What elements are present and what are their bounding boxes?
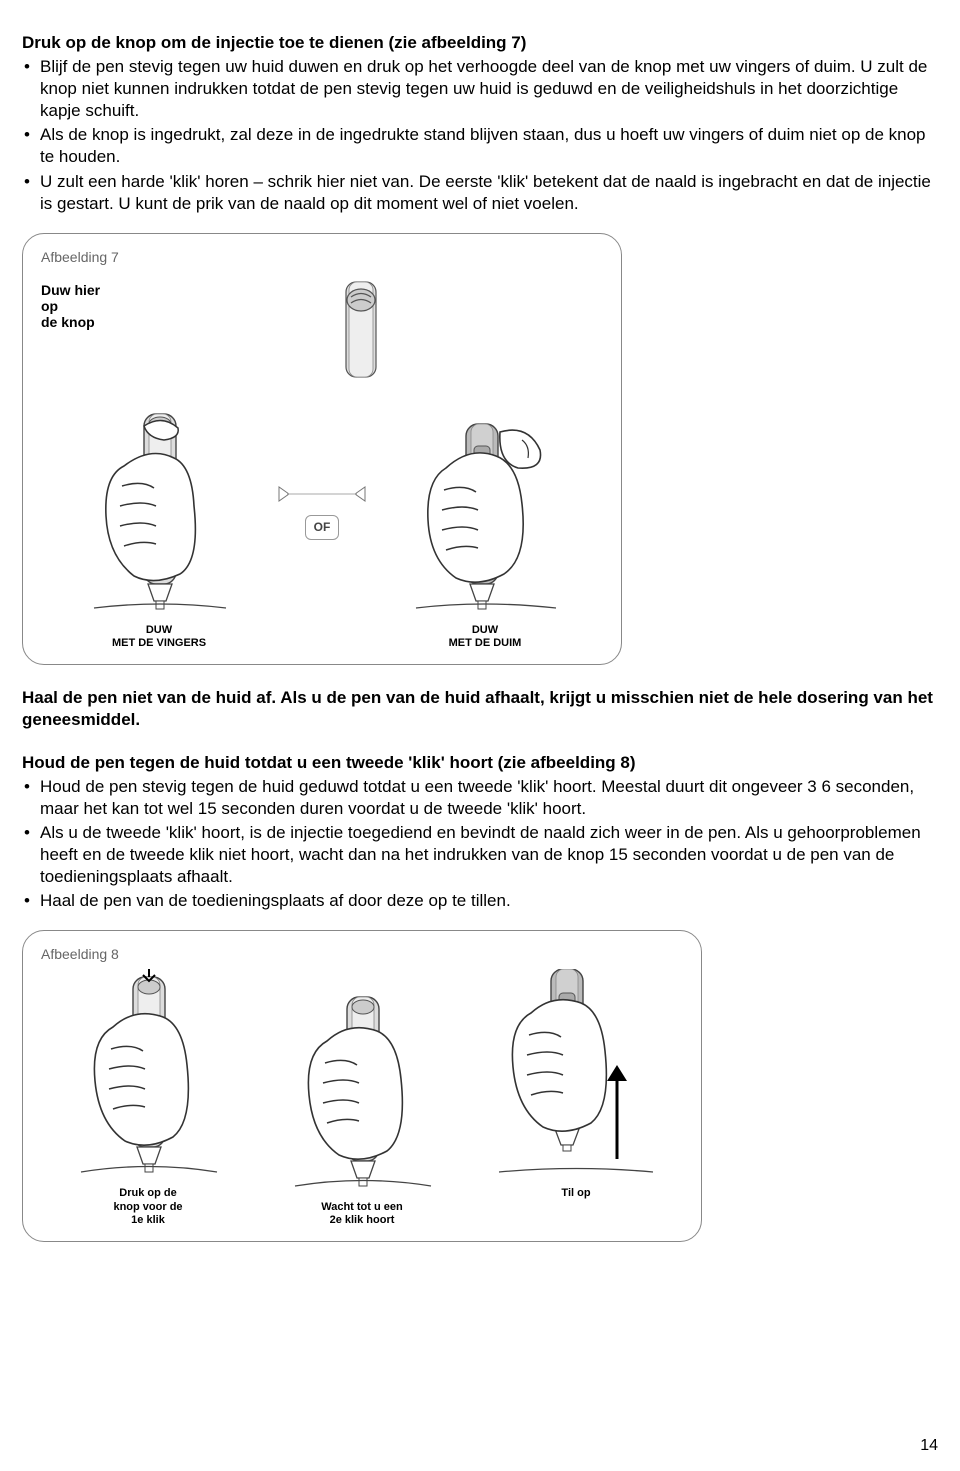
list-item: Als de knop is ingedrukt, zal deze in de… xyxy=(22,124,938,168)
section1-list: Blijf de pen stevig tegen uw huid duwen … xyxy=(22,56,938,215)
hand-lift-icon xyxy=(491,969,661,1179)
text: Duw hier xyxy=(41,282,100,298)
page-number: 14 xyxy=(920,1436,938,1457)
push-label: Duw hier op de knop xyxy=(41,282,100,330)
text: knop voor de xyxy=(113,1201,182,1213)
figure-8: Afbeelding 8 Druk op de knop voor de 1e … xyxy=(22,930,702,1242)
section2-title: Houd de pen tegen de huid totdat u een t… xyxy=(22,752,938,774)
figure-7: Afbeelding 7 Duw hier op de knop xyxy=(22,233,622,666)
arrows-icon xyxy=(277,479,367,509)
hand-thumb-icon xyxy=(400,406,570,616)
text: op xyxy=(41,298,58,314)
hand-fingers-icon xyxy=(84,406,234,616)
caption-1: Druk op de knop voor de 1e klik xyxy=(41,1187,255,1227)
caption-3: Til op xyxy=(469,1187,683,1227)
hand-press-icon xyxy=(73,969,223,1179)
list-item: Als u de tweede 'klik' hoort, is de inje… xyxy=(22,822,938,888)
caption-2: Wacht tot u een 2e klik hoort xyxy=(255,1201,469,1227)
list-item: Houd de pen stevig tegen de huid geduwd … xyxy=(22,776,938,820)
text: MET DE VINGERS xyxy=(112,637,206,649)
warning-text: Haal de pen niet van de huid af. Als u d… xyxy=(22,687,938,731)
section1-title: Druk op de knop om de injectie toe te di… xyxy=(22,32,938,54)
figure-label: Afbeelding 7 xyxy=(41,248,603,266)
text: de knop xyxy=(41,314,95,330)
list-item: Haal de pen van de toedieningsplaats af … xyxy=(22,890,938,912)
text: Druk op de xyxy=(119,1187,176,1199)
pen-top-icon xyxy=(326,272,396,392)
text: DUW xyxy=(472,624,498,636)
or-badge: OF xyxy=(305,515,340,541)
text: 1e klik xyxy=(131,1214,165,1226)
text: MET DE DUIM xyxy=(449,637,522,649)
text: DUW xyxy=(146,624,172,636)
section2-list: Houd de pen stevig tegen de huid geduwd … xyxy=(22,776,938,913)
text: Wacht tot u een xyxy=(321,1201,402,1213)
list-item: Blijf de pen stevig tegen uw huid duwen … xyxy=(22,56,938,122)
hand-hold-icon xyxy=(287,983,437,1193)
list-item: U zult een harde 'klik' horen – schrik h… xyxy=(22,171,938,215)
text: 2e klik hoort xyxy=(330,1214,395,1226)
caption-right: DUW MET DE DUIM xyxy=(367,624,603,650)
text: Til op xyxy=(561,1187,590,1199)
caption-left: DUW MET DE VINGERS xyxy=(41,624,277,650)
figure-label: Afbeelding 8 xyxy=(41,945,683,963)
